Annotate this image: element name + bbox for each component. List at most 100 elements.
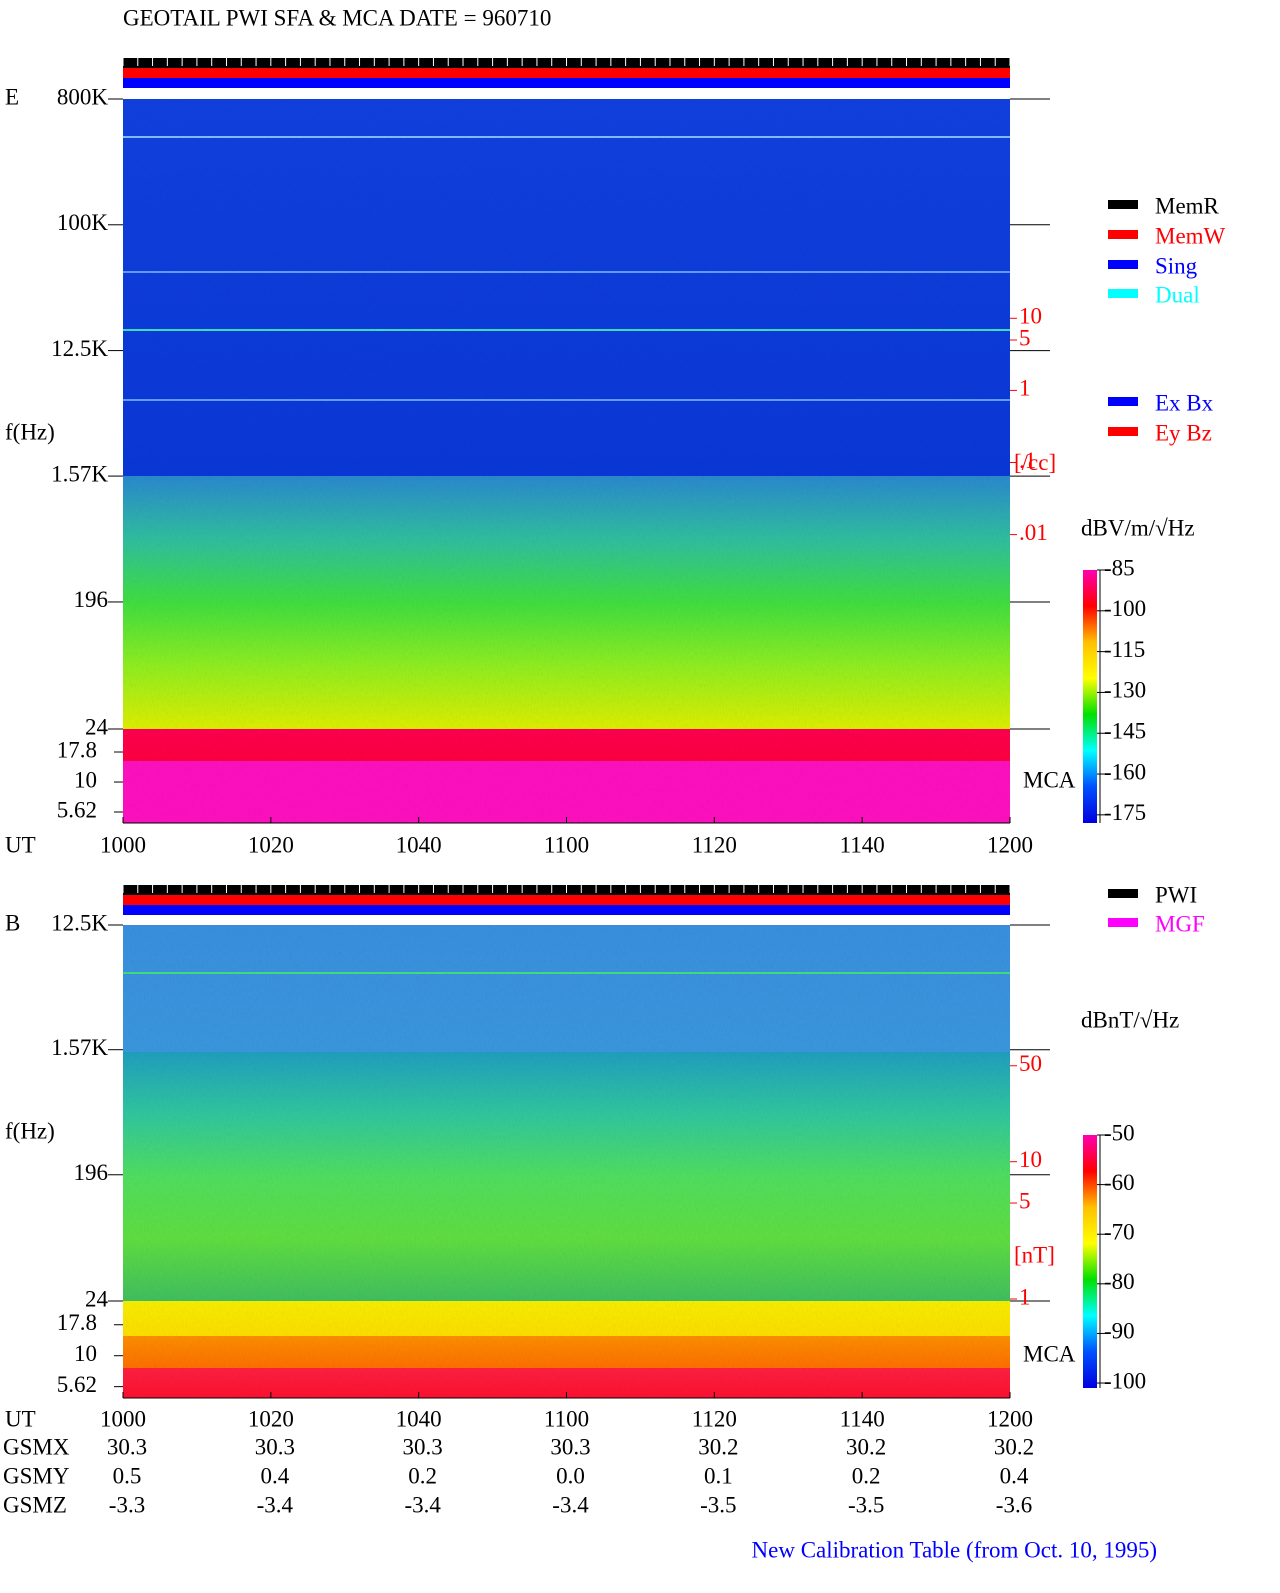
legend-swatch [1108, 289, 1138, 298]
y2-tick-label: 1 [1019, 376, 1031, 401]
y2-tick-label: 10 [1019, 1147, 1042, 1172]
orbit-value: -3.5 [848, 1492, 884, 1517]
orbit-value: -3.5 [700, 1492, 736, 1517]
legend-swatch [1108, 200, 1138, 209]
legend-swatch [1108, 230, 1138, 239]
legend-swatch [1108, 889, 1138, 898]
orbit-value: 30.2 [994, 1434, 1034, 1459]
colorbar-label: dBnT/√Hz [1081, 1007, 1179, 1032]
orbit-value: 30.3 [550, 1434, 590, 1459]
x-tick-label: 1200 [987, 1406, 1033, 1431]
orbit-value: 30.2 [846, 1434, 886, 1459]
y2-tick-label: .01 [1019, 520, 1048, 545]
legend-label: PWI [1155, 882, 1197, 907]
y2-axis-label: [nT] [1014, 1242, 1055, 1267]
orbit-value: 0.4 [1000, 1463, 1029, 1488]
colorbar-tick-label: -50 [1104, 1120, 1135, 1145]
colorbar-tick-label: -70 [1104, 1219, 1135, 1244]
legend-label: Ex Bx [1155, 390, 1214, 415]
footer: New Calibration Table (from Oct. 10, 199… [752, 1537, 1157, 1562]
colorbar-tick-label: -145 [1104, 719, 1146, 744]
colorbar-tick-label: -160 [1104, 759, 1146, 784]
colorbar [1083, 1135, 1097, 1388]
x-tick-label: 1040 [396, 1406, 442, 1431]
orbit-row-label: GSMX [3, 1434, 70, 1459]
page-title: GEOTAIL PWI SFA & MCA DATE = 960710 [123, 5, 551, 30]
x-tick-label: 1200 [987, 832, 1033, 857]
status-bar [123, 895, 1010, 905]
x-tick-label: 1040 [396, 832, 442, 857]
colorbar-tick-label: -80 [1104, 1269, 1135, 1294]
y-tick-label: 1.57K [51, 461, 108, 486]
legend-label: MGF [1155, 911, 1205, 936]
orbit-value: 0.5 [113, 1463, 142, 1488]
legend-label: Dual [1155, 282, 1200, 307]
y2-tick-label: .1 [1019, 448, 1036, 473]
orbit-row-label: GSMY [3, 1463, 70, 1488]
mca-label: MCA [1023, 1341, 1076, 1366]
y2-tick-label: 5 [1019, 325, 1031, 350]
colorbar-tick-label: -60 [1104, 1170, 1135, 1195]
spectrogram-texture [123, 99, 1010, 823]
x-tick-label: 1140 [840, 1406, 885, 1431]
orbit-value: 30.3 [403, 1434, 443, 1459]
colorbar-tick-label: -100 [1104, 1368, 1146, 1393]
orbit-value: 0.1 [704, 1463, 733, 1488]
orbit-value: 0.0 [556, 1463, 585, 1488]
mca-tick-label: 17.8 [57, 737, 97, 762]
y-tick-label: 196 [74, 587, 109, 612]
panel-label: B [5, 910, 20, 935]
y-tick-label: 24 [85, 1286, 109, 1311]
y-tick-label: 800K [57, 84, 109, 109]
x-tick-label: 1120 [692, 1406, 737, 1431]
legend-swatch [1108, 397, 1138, 406]
orbit-row-label: GSMZ [3, 1492, 67, 1517]
x-tick-label: 1000 [100, 832, 146, 857]
y2-tick-label: 1 [1019, 1284, 1031, 1309]
mca-tick-label: 5.62 [57, 797, 97, 822]
orbit-value: 0.2 [852, 1463, 881, 1488]
mca-tick-label: 10 [74, 767, 97, 792]
mca-tick-label: 10 [74, 1341, 97, 1366]
y-tick-label: 24 [85, 714, 109, 739]
colorbar-tick-label: -130 [1104, 678, 1146, 703]
status-bar [123, 68, 1010, 78]
x-tick-label: 1020 [248, 1406, 294, 1431]
legend-label: Sing [1155, 253, 1198, 278]
orbit-value: -3.4 [404, 1492, 441, 1517]
panel-label: E [5, 84, 19, 109]
x-tick-label: 1140 [840, 832, 885, 857]
colorbar-tick-label: -100 [1104, 596, 1146, 621]
x-tick-label: 1020 [248, 832, 294, 857]
mca-tick-label: 17.8 [57, 1310, 97, 1335]
orbit-value: 30.2 [698, 1434, 738, 1459]
x-tick-label: 1000 [100, 1406, 146, 1431]
colorbar-label: dBV/m/√Hz [1081, 515, 1195, 540]
orbit-value: 0.4 [260, 1463, 289, 1488]
x-tick-label: 1100 [544, 832, 589, 857]
colorbar-tick-label: -85 [1104, 555, 1135, 580]
legend-swatch [1108, 260, 1138, 269]
y2-axis-label: [/cc] [1014, 450, 1056, 475]
orbit-value: -3.6 [996, 1492, 1032, 1517]
y-tick-label: 100K [57, 210, 109, 235]
y-tick-label: 12.5K [51, 910, 108, 935]
legend-swatch [1108, 427, 1138, 436]
legend-label: MemR [1155, 193, 1220, 218]
orbit-value: -3.4 [257, 1492, 294, 1517]
y-tick-label: 12.5K [51, 336, 108, 361]
orbit-value: 30.3 [255, 1434, 295, 1459]
mca-tick-label: 5.62 [57, 1372, 97, 1397]
legend-label: MemW [1155, 223, 1226, 248]
colorbar-tick-label: -115 [1104, 637, 1145, 662]
x-axis-label: UT [5, 832, 36, 857]
y-tick-label: 1.57K [51, 1035, 108, 1060]
y-axis-label: f(Hz) [5, 1118, 55, 1143]
colorbar-tick-label: -90 [1104, 1319, 1135, 1344]
mca-label: MCA [1023, 767, 1076, 792]
y2-tick-label: 5 [1019, 1188, 1031, 1213]
x-axis-label: UT [5, 1406, 36, 1431]
orbit-value: 0.2 [408, 1463, 437, 1488]
